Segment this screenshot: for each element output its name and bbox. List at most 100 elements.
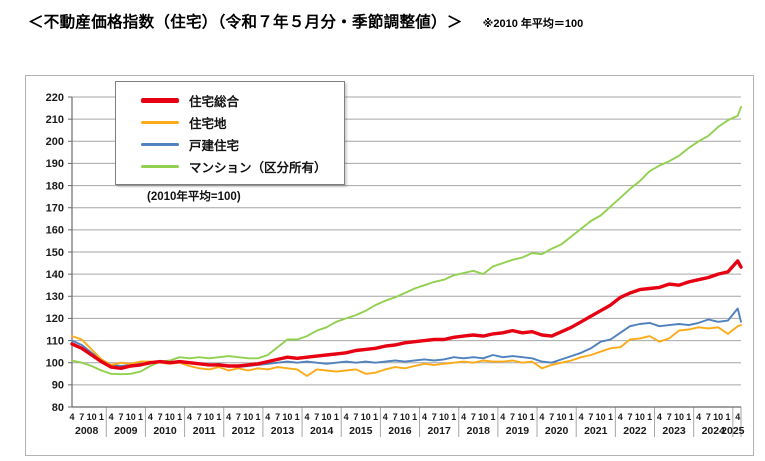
y-tick-label: 120 [46, 313, 64, 325]
x-month-label: 7 [158, 412, 163, 422]
x-month-label: 4 [148, 412, 153, 422]
x-month-label: 10 [517, 412, 527, 422]
chart-base-note: (2010年平均=100) [147, 191, 241, 203]
x-month-label: 7 [393, 412, 398, 422]
x-month-label: 4 [109, 412, 114, 422]
x-month-label: 4 [265, 412, 270, 422]
x-month-label: 1 [569, 412, 574, 422]
x-month-label: 4 [226, 412, 231, 422]
x-year-label: 2011 [193, 425, 216, 437]
x-month-label: 1 [647, 412, 652, 422]
x-month-label: 4 [500, 412, 505, 422]
y-tick-label: 100 [46, 358, 64, 370]
x-month-label: 4 [539, 412, 544, 422]
x-year-label: 2022 [623, 425, 647, 437]
y-tick-label: 220 [46, 92, 64, 104]
x-month-label: 1 [334, 412, 339, 422]
price-index-line-chart: 8090100110120130140150160170180190200210… [46, 92, 745, 437]
series-line-3 [71, 106, 742, 376]
x-month-label: 10 [243, 412, 253, 422]
y-tick-label: 160 [46, 225, 64, 237]
x-month-label: 4 [344, 412, 349, 422]
x-month-label: 1 [490, 412, 495, 422]
x-month-label: 1 [451, 412, 456, 422]
chart-panel: 80 90 100 110 120 130 140 150 160 170 180 190 200 210… [25, 75, 754, 456]
legend-label: マンション（区分所有） [189, 160, 327, 175]
x-month-label: 7 [628, 412, 633, 422]
x-month-label: 7 [118, 412, 123, 422]
x-month-label: 1 [295, 412, 300, 422]
x-month-label: 10 [557, 412, 567, 422]
x-month-label: 4 [422, 412, 427, 422]
x-month-label: 10 [361, 412, 371, 422]
x-year-label: 2025 [721, 425, 745, 437]
x-month-label: 1 [686, 412, 691, 422]
x-month-label: 7 [275, 412, 280, 422]
y-tick-label: 110 [46, 335, 64, 347]
x-month-label: 10 [596, 412, 606, 422]
x-month-label: 10 [674, 412, 684, 422]
x-year-label: 2019 [506, 425, 530, 437]
x-month-label: 7 [79, 412, 84, 422]
x-year-label: 2016 [388, 425, 412, 437]
x-year-label: 2009 [114, 425, 138, 437]
x-month-label: 7 [314, 412, 319, 422]
y-tick-label: 130 [46, 291, 64, 303]
x-month-label: 10 [126, 412, 136, 422]
x-month-label: 1 [256, 412, 261, 422]
x-month-label: 10 [165, 412, 175, 422]
legend-item-mansion: マンション（区分所有） [141, 157, 340, 176]
y-tick-label: 90 [52, 380, 64, 392]
x-month-label: 1 [412, 412, 417, 422]
y-tick-label: 180 [46, 180, 64, 192]
x-month-label: 4 [304, 412, 309, 422]
x-month-label: 7 [471, 412, 476, 422]
x-month-label: 7 [667, 412, 672, 422]
x-month-label: 4 [69, 412, 74, 422]
x-year-label: 2010 [153, 425, 177, 437]
x-month-label: 10 [478, 412, 488, 422]
x-year-label: 2014 [310, 425, 334, 437]
y-tick-label: 80 [52, 402, 64, 414]
x-month-label: 10 [713, 412, 723, 422]
x-month-label: 4 [187, 412, 192, 422]
x-year-label: 2008 [75, 425, 99, 437]
x-month-label: 1 [177, 412, 182, 422]
x-month-label: 1 [216, 412, 221, 422]
x-month-label: 1 [138, 412, 143, 422]
x-month-label: 4 [618, 412, 623, 422]
y-tick-label: 140 [46, 269, 64, 281]
page-header: ＜不動産価格指数（住宅）（令和７年５月分・季節調整値）＞ ※2010 年平均＝1… [28, 10, 583, 32]
x-month-label: 1 [725, 412, 730, 422]
legend-label: 住宅総合 [189, 94, 240, 109]
title-note: ※2010 年平均＝100 [482, 18, 584, 30]
series-line-1 [71, 324, 742, 377]
legend-item-jutakuchi: 住宅地 [141, 113, 340, 132]
chart-legend: 住宅総合住宅地戸建住宅マンション（区分所有） [115, 81, 345, 185]
x-year-label: 2013 [271, 425, 295, 437]
x-month-label: 10 [635, 412, 645, 422]
x-year-label: 2015 [349, 425, 373, 437]
page-title: ＜不動産価格指数（住宅）（令和７年５月分・季節調整値）＞ [28, 14, 463, 31]
x-month-label: 1 [608, 412, 613, 422]
x-month-label: 10 [400, 412, 410, 422]
series-line-0 [70, 259, 743, 370]
x-month-label: 7 [236, 412, 241, 422]
x-month-label: 4 [696, 412, 701, 422]
legend-label: 戸建住宅 [189, 138, 240, 153]
x-year-label: 2024 [702, 425, 726, 437]
x-month-label: 7 [197, 412, 202, 422]
legend-label: 住宅地 [189, 116, 227, 131]
legend-item-kodate-jutaku: 戸建住宅 [141, 135, 340, 154]
x-month-label: 7 [353, 412, 358, 422]
x-month-label: 4 [657, 412, 662, 422]
x-month-label: 4 [735, 412, 740, 422]
x-month-label: 4 [383, 412, 388, 422]
x-year-label: 2012 [232, 425, 256, 437]
x-month-label: 4 [461, 412, 466, 422]
x-month-label: 1 [99, 412, 104, 422]
x-year-label: 2020 [545, 425, 569, 437]
x-year-label: 2018 [467, 425, 491, 437]
x-month-label: 10 [322, 412, 332, 422]
legend-item-jutaku-sogo: 住宅総合 [141, 91, 340, 110]
